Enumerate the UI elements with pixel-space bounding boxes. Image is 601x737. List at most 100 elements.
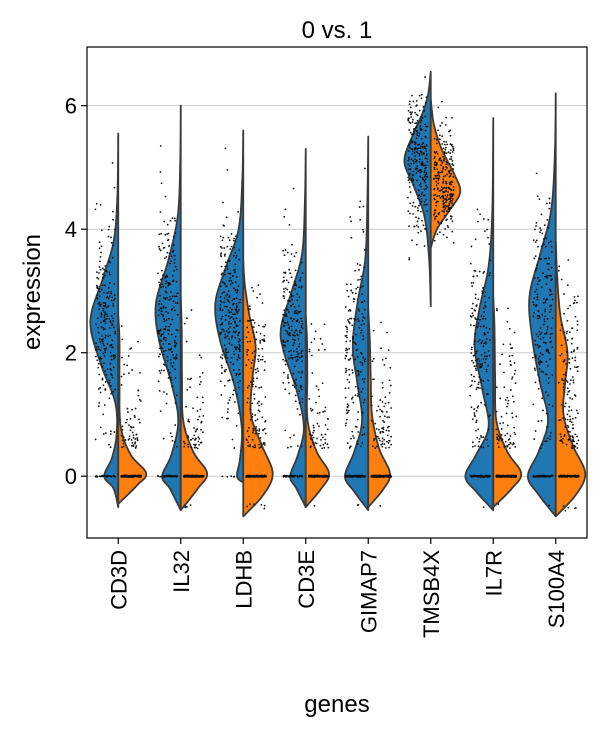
data-point (417, 121, 420, 124)
data-point (225, 356, 227, 358)
data-point (230, 311, 232, 314)
data-point (167, 312, 169, 314)
data-point (571, 376, 574, 378)
data-point (442, 155, 444, 158)
data-point (263, 325, 266, 328)
data-point (97, 317, 99, 320)
data-point (112, 366, 115, 369)
data-point (481, 388, 484, 391)
data-point (442, 180, 445, 183)
data-point (532, 239, 535, 241)
data-point (283, 321, 286, 324)
data-point (110, 236, 112, 239)
data-point (496, 433, 499, 436)
violin-gimap7-group-0 (344, 135, 370, 512)
data-point (228, 301, 231, 303)
data-point (449, 134, 452, 137)
data-point (176, 329, 179, 332)
data-point (223, 269, 226, 272)
data-point (357, 431, 360, 433)
data-point (186, 388, 189, 391)
data-point (574, 299, 576, 302)
data-point (360, 390, 363, 393)
data-point (245, 438, 248, 441)
data-point (542, 272, 544, 274)
data-point (537, 388, 540, 390)
data-point (344, 357, 347, 360)
data-point (445, 140, 448, 143)
data-point (351, 371, 354, 374)
data-point (355, 288, 358, 290)
data-point (443, 211, 445, 213)
data-point (424, 101, 427, 104)
data-point (547, 476, 550, 478)
data-point (370, 419, 373, 422)
data-point (176, 313, 179, 316)
data-point (313, 504, 316, 507)
data-point (475, 350, 478, 353)
data-point (569, 367, 572, 370)
data-point (138, 398, 141, 401)
data-point (415, 122, 418, 124)
data-point (254, 385, 257, 388)
data-point (238, 258, 241, 261)
data-point (452, 147, 455, 150)
data-point (356, 348, 359, 351)
data-point (362, 356, 365, 359)
data-point (566, 330, 569, 333)
data-point (169, 219, 172, 222)
data-point (134, 438, 137, 440)
data-point (201, 475, 204, 478)
data-point (247, 445, 250, 447)
data-point (572, 423, 574, 426)
data-point (174, 368, 177, 371)
data-point (251, 359, 254, 362)
data-point (470, 374, 473, 376)
data-point (301, 354, 304, 357)
data-point (477, 357, 480, 360)
data-point (474, 317, 477, 319)
data-point (477, 322, 480, 325)
data-point (420, 193, 423, 196)
data-point (354, 318, 357, 321)
data-point (566, 393, 569, 396)
data-point (452, 241, 455, 244)
data-point (443, 208, 446, 211)
violin-il32-group-0 (154, 104, 182, 512)
data-point (407, 119, 410, 122)
data-point (437, 200, 439, 203)
data-point (435, 174, 438, 177)
data-point (124, 439, 127, 441)
data-point (173, 475, 175, 478)
data-point (102, 304, 105, 307)
data-point (535, 304, 538, 306)
data-point (171, 385, 174, 388)
data-point (198, 475, 201, 478)
data-point (223, 369, 226, 372)
data-point (534, 369, 537, 371)
data-point (97, 366, 100, 369)
data-point (164, 349, 167, 352)
data-point (544, 333, 546, 335)
data-point (487, 218, 490, 221)
data-point (95, 323, 97, 326)
data-point (104, 284, 106, 287)
data-point (252, 326, 255, 329)
data-point (219, 309, 222, 311)
data-point (409, 202, 412, 205)
data-point (447, 151, 450, 154)
data-point (545, 245, 547, 248)
data-point (488, 415, 490, 418)
data-point (222, 224, 225, 227)
data-point (545, 202, 548, 205)
x-tick-label: IL7R (481, 550, 506, 596)
data-point (414, 143, 416, 146)
data-point (534, 290, 537, 293)
data-point (567, 426, 570, 428)
data-point (257, 348, 260, 350)
data-point (236, 346, 238, 349)
data-point (545, 237, 547, 240)
data-point (163, 338, 165, 340)
data-point (379, 399, 382, 401)
data-point (564, 418, 567, 421)
